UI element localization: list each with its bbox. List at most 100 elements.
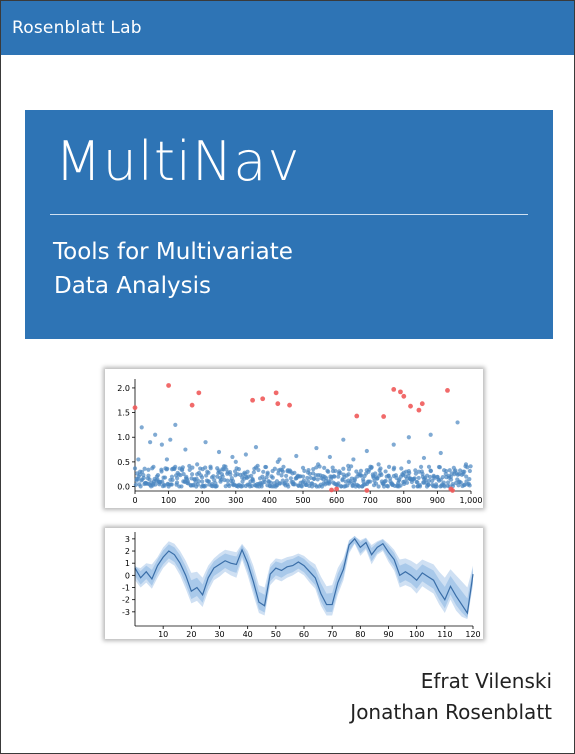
scatter-point [366,469,371,474]
scatter-point [184,477,190,482]
scatter-point [361,479,366,484]
scatter-point [336,481,341,486]
line-band-chart-panel: 3 2 1 0 -1 -2 -3 10 20 30 40 50 60 70 80 90 100 110 120 [105,528,483,639]
x-tick-label: 600 [329,496,344,505]
y-tick-label: 1 [125,559,130,568]
scatter-point [173,422,178,428]
scatter-point [369,465,374,470]
scatter-plot: 0.0 0.5 1.0 1.5 2.0 0 100 200 300 400 500 600 700 800… [117,379,482,505]
scatter-point [280,478,285,483]
scatter-point [322,465,327,470]
scatter-point [212,478,217,483]
book-subtitle: Tools for Multivariate Data Analysis [53,235,433,303]
x-tick-label: 100 [409,630,424,639]
scatter-point [420,471,425,476]
x-tick-label: 120 [465,630,480,639]
scatter-point [286,484,291,489]
x-tick-label: 500 [295,496,310,505]
outlier-point [260,396,266,402]
outlier-point [445,387,450,393]
scatter-point [290,481,296,487]
outlier-point [416,407,422,413]
scatter-point [190,465,195,470]
scatter-point [281,464,286,469]
outlier-point [450,488,455,493]
outlier-point [189,402,195,408]
scatter-point [263,464,269,470]
scatter-point [391,467,396,472]
scatter-point [133,482,138,487]
scatter-point [295,473,301,478]
inner-confidence-band [135,535,473,618]
scatter-point [440,475,445,480]
scatter-point [404,476,410,481]
scatter-point [233,459,238,464]
scatter-point [206,479,212,484]
scatter-point [341,466,346,471]
scatter-point [220,467,225,472]
scatter-point [426,482,431,487]
x-tick-label: 100 [161,496,176,505]
scatter-point [132,466,138,471]
scatter-point [220,474,225,479]
scatter-point [170,477,175,483]
scatter-point [251,470,256,475]
author-2: Jonathan Rosenblatt [350,700,552,724]
scatter-plot-panel: 0.0 0.5 1.0 1.5 2.0 0 100 200 300 400 500 600 700 800… [105,369,483,508]
outlier-point [132,405,138,411]
scatter-point [378,466,383,471]
scatter-point [319,484,325,489]
scatter-point [326,469,331,474]
scatter-point [146,473,151,478]
scatter-point [438,450,443,456]
scatter-point [141,475,146,481]
scatter-point [169,482,174,487]
scatter-point [277,481,283,486]
x-tick-label: 200 [195,496,210,505]
outlier-point [334,486,339,492]
scatter-point [153,482,158,487]
scatter-point [300,474,306,479]
scatter-point [467,468,472,474]
scatter-point [183,447,188,452]
scatter-point [376,484,381,489]
scatter-point [169,474,175,479]
scatter-point [137,469,143,474]
scatter-point [134,478,139,483]
scatter-point [284,473,289,479]
scatter-point [210,481,215,487]
scatter-point [259,484,264,489]
scatter-point [276,471,281,476]
scatter-point [416,475,421,481]
outlier-point [287,402,292,408]
scatter-point [462,469,467,474]
scatter-point [352,478,357,483]
scatter-point [346,472,351,477]
scatter-point [445,480,451,485]
x-tick-label: 800 [396,496,411,505]
scatter-point [253,444,259,450]
scatter-point [203,465,208,470]
scatter-point [243,452,248,457]
scatter-point [411,484,416,489]
scatter-point [401,470,406,475]
scatter-point [406,459,411,464]
scatter-point [200,479,205,484]
lab-name: Rosenblatt Lab [12,18,142,38]
x-tick-label: 50 [271,630,281,639]
outlier-point [354,413,360,419]
outlier-point [166,383,171,388]
scatter-point [312,476,317,482]
scatter-point [346,467,352,472]
scatter-point [179,467,185,472]
scatter-point [216,449,222,455]
scatter-point [310,471,316,476]
scatter-point [368,479,373,484]
scatter-point [314,445,319,451]
scatter-point [142,466,147,471]
scatter-point [208,466,213,471]
scatter-point [385,484,391,489]
scatter-point [418,464,424,469]
x-tick-label: 30 [214,630,224,639]
